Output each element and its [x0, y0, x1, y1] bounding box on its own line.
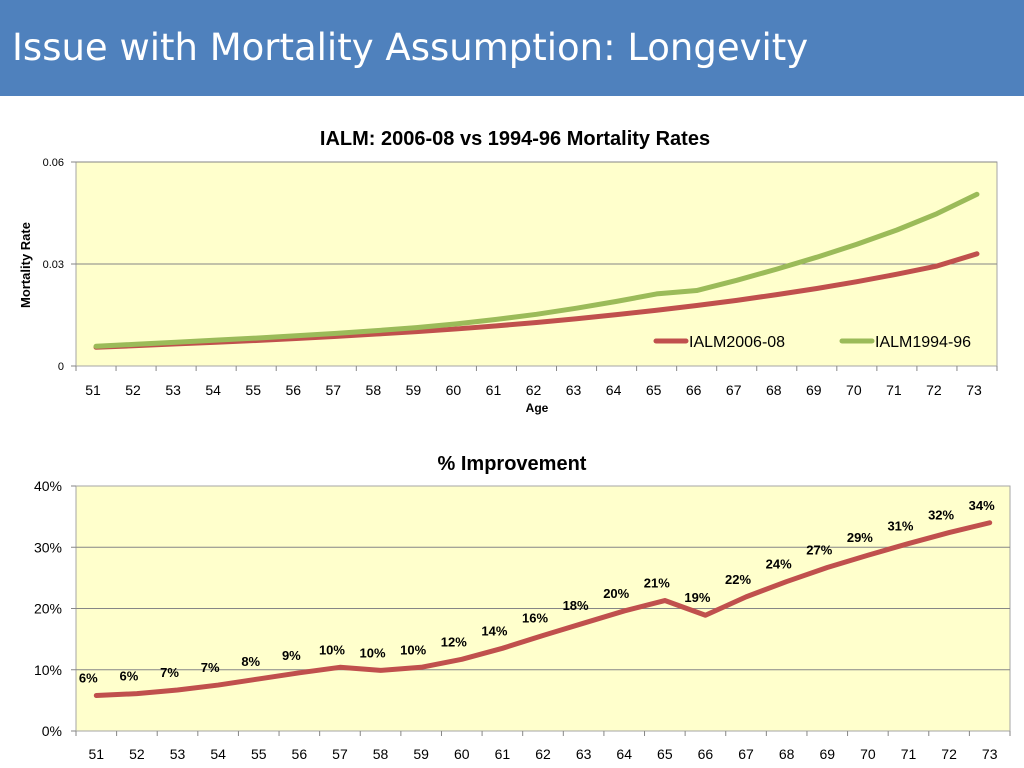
y-tick-label: 30% [34, 539, 62, 555]
x-tick-label: 69 [819, 746, 835, 762]
x-tick-label: 73 [966, 382, 982, 398]
x-tick-label: 72 [926, 382, 942, 398]
x-tick-label: 71 [886, 382, 902, 398]
data-label: 6% [120, 669, 139, 684]
x-tick-label: 58 [366, 382, 382, 398]
data-label: 12% [441, 634, 467, 649]
x-tick-label: 59 [413, 746, 429, 762]
data-label: 31% [887, 519, 913, 534]
x-tick-label: 73 [982, 746, 998, 762]
data-label: 20% [603, 586, 629, 601]
y-tick-label: 0% [42, 723, 62, 739]
x-tick-label: 56 [292, 746, 308, 762]
series-line-ialm1994-96 [93, 191, 980, 349]
x-tick-label: 51 [89, 746, 105, 762]
data-label: 32% [928, 508, 954, 523]
data-label: 29% [847, 530, 873, 545]
y-tick-label: 0 [58, 361, 64, 373]
x-tick-label: 53 [165, 382, 181, 398]
x-tick-label: 51 [85, 382, 101, 398]
data-label: 22% [725, 572, 751, 587]
x-tick-label: 70 [860, 746, 876, 762]
data-label: 9% [282, 648, 301, 663]
slide-title: Issue with Mortality Assumption: Longevi… [12, 26, 809, 69]
x-tick-label: 69 [806, 382, 822, 398]
x-tick-label: 60 [446, 382, 462, 398]
x-tick-label: 71 [901, 746, 917, 762]
data-label: 21% [644, 576, 670, 591]
x-tick-label: 52 [129, 746, 145, 762]
x-tick-label: 67 [738, 746, 754, 762]
x-tick-label: 55 [245, 382, 261, 398]
x-tick-label: 66 [698, 746, 714, 762]
y-tick-label: 10% [34, 662, 62, 678]
x-tick-label: 65 [646, 382, 662, 398]
data-label: 18% [563, 598, 589, 613]
data-label: 8% [241, 654, 260, 669]
data-label: 6% [79, 670, 98, 685]
x-tick-label: 72 [941, 746, 957, 762]
chart-title: % Improvement [438, 453, 587, 475]
x-tick-label: 56 [285, 382, 301, 398]
legend-label: IALM1994-96 [875, 334, 971, 351]
x-tick-label: 52 [125, 382, 141, 398]
x-tick-label: 63 [566, 382, 582, 398]
data-label: 10% [400, 642, 426, 657]
x-tick-label: 68 [766, 382, 782, 398]
data-label: 10% [360, 645, 386, 660]
x-tick-label: 70 [846, 382, 862, 398]
y-tick-label: 0.03 [43, 259, 64, 271]
x-tick-label: 62 [526, 382, 542, 398]
x-tick-label: 61 [486, 382, 502, 398]
x-tick-label: 63 [576, 746, 592, 762]
chart-title: IALM: 2006-08 vs 1994-96 Mortality Rates [320, 128, 710, 150]
x-tick-label: 62 [535, 746, 551, 762]
data-label: 7% [160, 665, 179, 680]
x-tick-label: 64 [606, 382, 622, 398]
data-label: 16% [522, 610, 548, 625]
data-label: 7% [201, 660, 220, 675]
data-label: 24% [766, 557, 792, 572]
y-tick-label: 20% [34, 601, 62, 617]
x-tick-label: 59 [406, 382, 422, 398]
legend-label: IALM2006-08 [689, 334, 785, 351]
x-axis-label: Age [526, 401, 549, 415]
y-tick-label: 0.06 [43, 157, 64, 169]
x-tick-label: 55 [251, 746, 267, 762]
mortality-rates-chart: IALM: 2006-08 vs 1994-96 Mortality Rates… [18, 128, 998, 415]
data-label: 19% [684, 590, 710, 605]
y-tick-label: 40% [34, 478, 62, 494]
x-tick-label: 54 [205, 382, 221, 398]
series-line-improvement [93, 520, 993, 698]
x-tick-label: 53 [170, 746, 186, 762]
x-tick-label: 64 [616, 746, 632, 762]
title-bar: Issue with Mortality Assumption: Longevi… [0, 0, 1024, 96]
data-label: 34% [969, 498, 995, 513]
improvement-chart: % Improvement 0% 10% 20% 30% 40% 51 52 53 54 55 56 5… [34, 453, 1011, 762]
x-tick-label: 66 [686, 382, 702, 398]
data-label: 14% [481, 623, 507, 638]
x-tick-label: 67 [726, 382, 742, 398]
x-tick-label: 65 [657, 746, 673, 762]
data-label: 10% [319, 642, 345, 657]
data-label: 27% [806, 542, 832, 557]
x-tick-label: 61 [495, 746, 511, 762]
x-tick-label: 60 [454, 746, 470, 762]
x-tick-label: 57 [325, 382, 341, 398]
x-tick-label: 54 [210, 746, 226, 762]
y-axis-label: Mortality Rate [18, 222, 33, 308]
x-tick-label: 58 [373, 746, 389, 762]
x-tick-label: 68 [779, 746, 795, 762]
x-tick-label: 57 [332, 746, 348, 762]
